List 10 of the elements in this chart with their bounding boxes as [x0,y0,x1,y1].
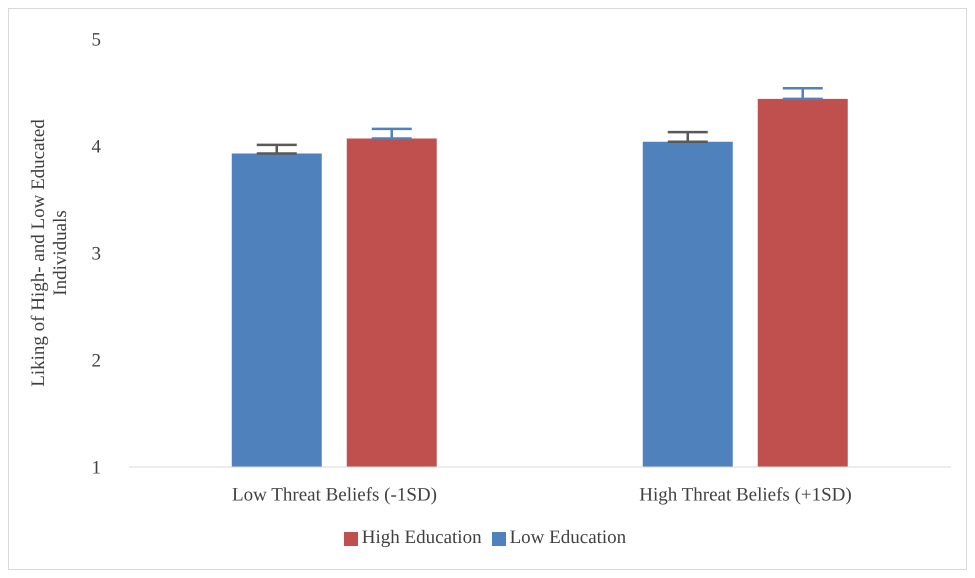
x-tick-label: Low Threat Beliefs (-1SD) [232,484,437,506]
y-axis-title: Liking of High- and Low Educated Individuals [28,118,71,387]
x-tick-label: High Threat Beliefs (+1SD) [639,484,852,506]
y-tick-label: 5 [92,30,101,51]
legend-label: Low Education [510,527,626,548]
y-tick-label: 1 [92,458,101,479]
y-tick-label: 3 [92,244,101,265]
y-tick-label: 4 [92,136,102,158]
y-tick-label: 2 [92,350,101,372]
legend-label: High Education [362,527,482,548]
